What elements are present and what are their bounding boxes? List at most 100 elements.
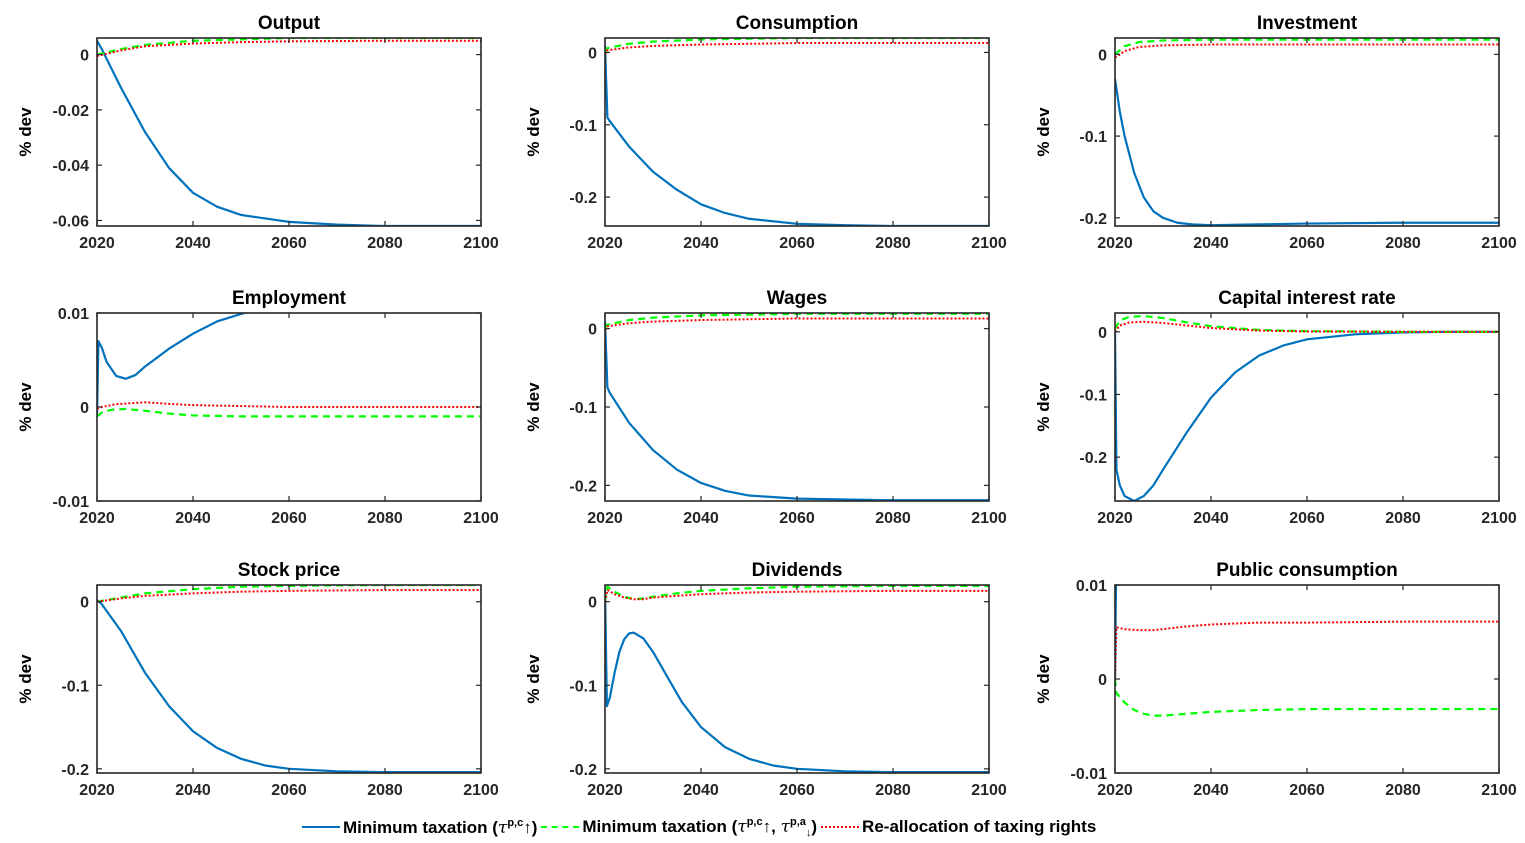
y-tick-label: 0.01 [58, 306, 89, 323]
x-tick-label: 2100 [463, 235, 499, 252]
axes-box [604, 312, 990, 502]
legend-label-min-tax: Minimum taxation (τp,c↑) [343, 816, 538, 838]
series-line-min-tax-pa [1115, 315, 1499, 333]
x-tick-label: 2080 [875, 510, 911, 527]
y-tick-label: 0 [80, 595, 89, 612]
panel-employment: 2020 2040 2060 2080 2100 0.01 0 -0.01 Employment… [16, 288, 499, 527]
x-tick-label: 2100 [1481, 235, 1517, 252]
series-line-min-tax-pa [1115, 678, 1499, 717]
x-tick-label: 2060 [1289, 235, 1325, 252]
panel-public-consumption: 2020 2040 2060 2080 2100 0.01 0 -0.01 Public con… [1034, 560, 1517, 799]
x-tick-label: 2040 [683, 510, 719, 527]
y-axis-label: % dev [16, 107, 35, 157]
axes-box [1114, 584, 1500, 774]
y-tick-label: -0.1 [61, 678, 89, 695]
x-tick-label: 2040 [175, 510, 211, 527]
panel-investment: 2020 2040 2060 2080 2100 0 -0.1 -0.2 Investment%… [1034, 13, 1517, 252]
y-tick-label: -0.1 [569, 678, 597, 695]
series-line-min-tax [605, 589, 989, 773]
series-line-realloc [97, 39, 481, 57]
series-line-min-tax [605, 320, 989, 501]
x-tick-label: 2040 [683, 235, 719, 252]
legend-item-min-tax: Minimum taxation (τp,c↑) [302, 817, 537, 838]
x-tick-label: 2100 [971, 782, 1007, 799]
y-tick-label: -0.2 [569, 762, 597, 779]
y-tick-label: -0.2 [1079, 211, 1107, 228]
axes-box [1114, 312, 1500, 502]
y-tick-label: 0 [1098, 325, 1107, 342]
y-tick-label: 0 [588, 45, 597, 62]
x-tick-label: 2060 [1289, 782, 1325, 799]
y-tick-label: -0.2 [569, 190, 597, 207]
series-line-min-tax [605, 45, 989, 226]
x-tick-label: 2020 [79, 782, 115, 799]
x-tick-label: 2040 [1193, 510, 1229, 527]
x-tick-label: 2100 [1481, 782, 1517, 799]
series-line-realloc [97, 589, 481, 603]
panel-title: Wages [767, 288, 828, 309]
x-tick-label: 2020 [79, 510, 115, 527]
y-tick-label: 0 [80, 48, 89, 65]
x-tick-label: 2100 [463, 782, 499, 799]
x-tick-label: 2080 [1385, 782, 1421, 799]
x-tick-label: 2100 [971, 235, 1007, 252]
x-tick-label: 2100 [463, 510, 499, 527]
y-axis-label: % dev [1034, 382, 1053, 432]
x-tick-label: 2020 [587, 782, 623, 799]
y-tick-label: -0.01 [53, 494, 90, 511]
y-tick-label: -0.2 [61, 762, 89, 779]
panel-capital-interest-rate: 2020 2040 2060 2080 2100 0 -0.1 -0.2 Capital int… [1034, 288, 1517, 527]
panel-title: Consumption [736, 13, 858, 34]
series-line-min-tax-pa [97, 38, 481, 56]
x-tick-label: 2040 [175, 782, 211, 799]
x-tick-label: 2080 [1385, 235, 1421, 252]
y-tick-label: -0.1 [1079, 129, 1107, 146]
x-tick-label: 2060 [271, 782, 307, 799]
x-tick-label: 2020 [79, 235, 115, 252]
y-axis-label: % dev [1034, 107, 1053, 157]
y-tick-label: -0.06 [53, 213, 90, 230]
panel-title: Public consumption [1216, 560, 1398, 581]
x-tick-label: 2060 [271, 235, 307, 252]
x-tick-label: 2080 [367, 235, 403, 252]
figure-grid: 2020 2040 2060 2080 2100 0 -0.02 -0.04 -0.06 Outp… [16, 13, 1517, 799]
x-tick-label: 2020 [1097, 235, 1133, 252]
x-tick-label: 2020 [587, 235, 623, 252]
legend-label-realloc: Re-allocation of taxing rights [862, 817, 1097, 836]
panel-title: Investment [1257, 13, 1358, 34]
y-axis-label: % dev [524, 382, 543, 432]
panel-title: Capital interest rate [1218, 288, 1395, 309]
axes-box [604, 37, 990, 227]
panel-title: Employment [232, 288, 347, 309]
series-line-realloc [1115, 43, 1499, 59]
series-line-min-tax [1115, 78, 1499, 226]
x-tick-label: 2080 [875, 235, 911, 252]
x-tick-label: 2080 [367, 782, 403, 799]
x-tick-label: 2080 [1385, 510, 1421, 527]
y-tick-label: 0 [588, 595, 597, 612]
y-tick-label: -0.1 [1079, 387, 1107, 404]
series-line-min-tax [97, 40, 481, 226]
y-axis-label: % dev [524, 107, 543, 157]
panel-consumption: 2020 2040 2060 2080 2100 0 -0.1 -0.2 Consumption… [524, 13, 1007, 252]
series-line-min-tax [97, 313, 249, 417]
x-tick-label: 2060 [779, 782, 815, 799]
x-tick-label: 2020 [1097, 510, 1133, 527]
y-tick-label: -0.2 [1079, 450, 1107, 467]
series-line-realloc [1115, 620, 1499, 680]
panel-output: 2020 2040 2060 2080 2100 0 -0.02 -0.04 -0.06 Outp… [16, 13, 499, 252]
x-tick-label: 2060 [1289, 510, 1325, 527]
legend-item-realloc: Re-allocation of taxing rights [817, 817, 1096, 837]
y-tick-label: -0.1 [569, 400, 597, 417]
series-line-min-tax [1115, 330, 1499, 501]
y-tick-label: 0.01 [1076, 578, 1107, 595]
y-tick-label: -0.1 [569, 118, 597, 135]
series-line-realloc [97, 401, 481, 410]
panel-title: Dividends [752, 560, 843, 581]
axes-box [96, 584, 482, 774]
y-axis-label: % dev [524, 654, 543, 704]
panel-wages: 2020 2040 2060 2080 2100 0 -0.1 -0.2 Wages % dev [524, 288, 1007, 527]
y-axis-label: % dev [16, 654, 35, 704]
legend-item-min-tax-pa: Minimum taxation (τp,c↑, τp,a↓) [537, 816, 817, 839]
series-line-realloc [605, 42, 989, 56]
